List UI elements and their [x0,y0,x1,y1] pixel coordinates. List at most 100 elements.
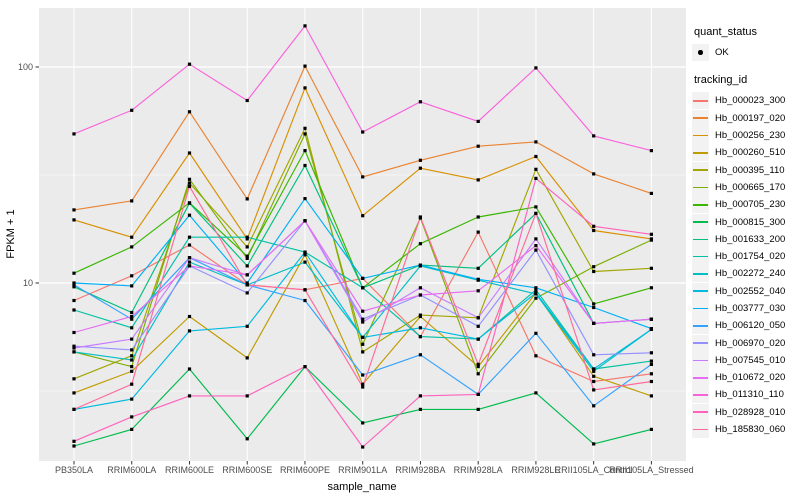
legend-key-box [692,300,709,317]
legend-line-swatch-icon [693,324,708,327]
legend-line-swatch-icon [693,186,708,189]
data-point-marker [592,265,596,269]
data-point-marker [534,140,538,144]
data-point-marker [187,256,192,260]
axes: 10 100 PB350LA RRIM600LA RRIM600LE RRIM600SE R… [18,62,694,475]
legend-item: Hb_000260_510 [692,144,800,162]
data-point-marker [476,324,480,328]
data-point-marker [130,337,134,341]
data-point-marker [361,276,365,280]
legend-key-box [692,248,709,266]
data-point-marker [72,298,76,303]
legend-item-label: Hb_000023_300 [715,95,786,107]
legend-line-swatch-icon [693,117,708,120]
data-point-marker [303,149,307,153]
data-point-marker [418,407,422,411]
data-point-marker [361,286,365,290]
data-point-marker [72,407,76,411]
data-point-marker [592,379,596,384]
data-point-marker [245,291,249,295]
x-tick-label: RRIM928BA [395,465,445,475]
data-point-marker [418,263,422,267]
x-tick-label: RRII105LA_Stressed [609,465,694,475]
legend-item: Hb_010672_020 [692,369,800,387]
legend-item-label: Hb_000197_020 [715,112,786,124]
data-point-marker [476,365,480,369]
legend-key-box [692,403,709,421]
data-point-marker [303,197,307,201]
data-point-marker [187,394,192,398]
data-point-marker [418,158,422,162]
data-point-marker [72,308,76,312]
data-point-marker [130,274,134,278]
data-point-marker [130,427,134,431]
data-point-marker [72,285,76,289]
data-point-marker [187,151,192,155]
data-point-marker [245,264,249,268]
legend-item: Hb_002552_040 [692,282,800,300]
x-tick-label: RRIM600LE [165,465,214,475]
legend-item: Hb_002272_240 [692,265,800,283]
data-point-marker [361,421,365,425]
legend-item: Hb_000705_230 [692,196,800,214]
legend-item: Hb_028928_010 [692,403,800,421]
data-point-marker [592,269,596,274]
data-point-marker [245,281,249,285]
legend-key-box [692,144,709,162]
legend-line-swatch-icon [693,411,708,414]
data-point-marker [649,379,653,384]
data-point-marker [130,397,134,401]
data-point-marker [72,344,76,348]
legend-key-box [692,213,709,231]
legend-item: Hb_006120_050 [692,317,800,335]
legend-item-label: Hb_000705_230 [715,199,786,211]
ok-point-icon [698,50,703,56]
legend-item-ok: OK [692,44,800,62]
data-point-marker [187,329,192,333]
data-point-marker [245,283,249,287]
legend-line-swatch-icon [693,273,708,275]
data-point-marker [187,184,192,188]
data-point-marker [72,218,76,222]
data-point-marker [361,175,365,179]
data-point-marker [303,219,307,223]
legend-line-swatch-icon [693,290,708,293]
data-point-marker [476,144,480,148]
legend-item-label: Hb_000815_300 [715,216,786,228]
data-point-marker [361,335,365,339]
legend-item: Hb_000815_300 [692,213,800,231]
legend-item-label: Hb_002272_240 [715,268,786,280]
data-point-marker [476,316,480,320]
x-tick-label: RRIM928LE [511,465,560,475]
data-point-marker [418,242,422,246]
legend-key-box [692,317,709,335]
data-point-marker [72,283,76,287]
legend-item-label: Hb_000260_510 [715,147,786,159]
data-point-marker [534,248,538,252]
data-point-marker [476,277,480,281]
legend-line-swatch-icon [693,394,708,396]
legend-item-label: Hb_000395_110 [715,164,785,176]
legend-key-box [692,282,709,300]
data-point-marker [245,254,249,258]
data-point-marker [72,281,76,285]
legend-key-box [692,127,709,145]
data-point-marker [72,330,76,335]
legend-item-label: Hb_001754_020 [715,251,786,263]
legend-line-swatch-icon [693,307,708,310]
legend-title-tracking-id: tracking_id [694,74,748,87]
data-point-marker [187,314,192,319]
data-point-marker [361,130,365,134]
legend-line-swatch-icon [693,221,708,223]
legend-line-swatch-icon [693,100,708,102]
data-point-marker [187,264,192,268]
legend-line-swatch-icon [693,152,708,154]
legend-item-label: Hb_028928_010 [715,406,786,418]
data-point-marker [303,132,307,136]
data-point-marker [303,24,307,28]
data-point-marker [418,394,422,398]
legend-item-label: Hb_000256_230 [715,130,786,142]
legend-line-swatch-icon [693,169,708,171]
legend-key-box [692,265,709,283]
data-point-marker [130,365,134,369]
